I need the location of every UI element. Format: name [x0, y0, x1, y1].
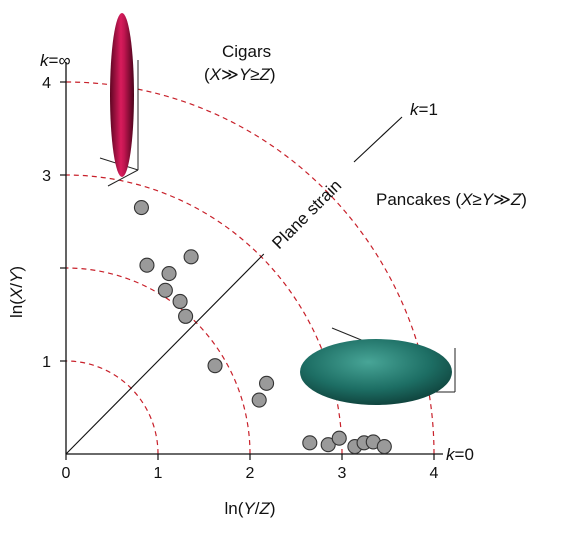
y-tick-label: 1	[42, 354, 51, 371]
data-point	[332, 431, 346, 445]
data-point	[162, 267, 176, 281]
data-point	[260, 376, 274, 390]
data-point	[158, 283, 172, 297]
cigar-ellipsoid	[100, 13, 138, 186]
data-point	[179, 309, 193, 323]
x-tick-label: 2	[246, 465, 255, 482]
data-point	[303, 436, 317, 450]
cigars-label: Cigars	[222, 42, 271, 61]
x-axis-label: ln(Y/Z)	[224, 499, 275, 518]
x-tick-label: 1	[154, 465, 163, 482]
pancakes-label: Pancakes (X≥Y≫Z)	[376, 190, 527, 209]
data-point	[184, 250, 198, 264]
x-tick-label: 4	[430, 465, 439, 482]
data-point	[252, 393, 266, 407]
y-tick-label: 4	[42, 75, 51, 92]
y-tick-label: 3	[42, 168, 51, 185]
x-tick-label: 3	[338, 465, 347, 482]
k-one-label: k=1	[410, 100, 438, 119]
data-points	[134, 201, 391, 454]
k-infinity-label: k=∞	[40, 51, 71, 70]
cigars-relation: (X≫Y≥Z)	[204, 65, 276, 84]
data-point	[208, 359, 222, 373]
data-point	[134, 201, 148, 215]
pancake-ellipsoid	[300, 328, 455, 405]
data-point	[173, 294, 187, 308]
k-one-leader	[354, 117, 402, 162]
x-tick-label: 0	[62, 465, 71, 482]
y-axis-label: ln(X/Y)	[7, 266, 26, 318]
data-point	[140, 258, 154, 272]
plane-strain-label: Plane strain	[268, 176, 345, 253]
data-point	[377, 440, 391, 454]
k-zero-label: k=0	[446, 445, 474, 464]
